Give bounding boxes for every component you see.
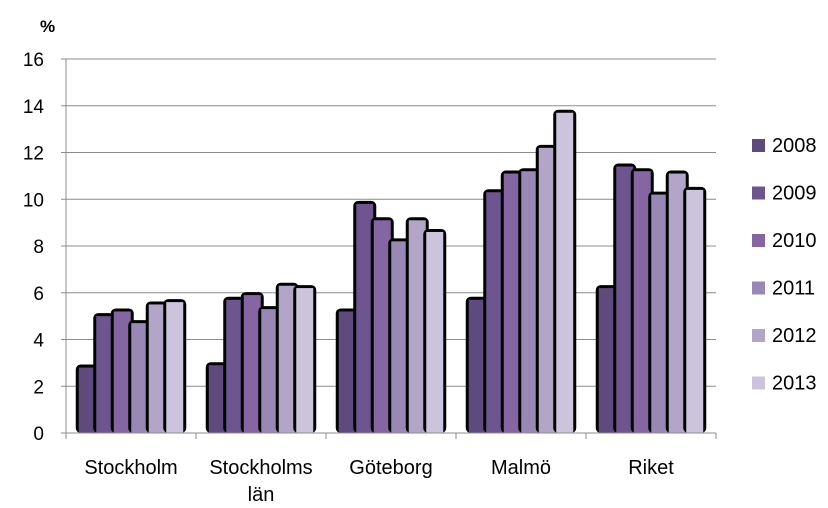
bar xyxy=(338,311,356,433)
bar xyxy=(226,299,244,433)
bar xyxy=(356,203,374,433)
bar xyxy=(538,147,556,433)
bar xyxy=(261,309,279,433)
bar xyxy=(503,173,521,433)
y-tick-label: 16 xyxy=(23,50,44,71)
category-label: Malmö xyxy=(491,457,551,479)
legend-swatch xyxy=(752,376,765,390)
bar xyxy=(278,285,296,433)
y-tick-label: 12 xyxy=(23,144,44,165)
category-label: Göteborg xyxy=(349,457,432,479)
bar xyxy=(616,166,634,433)
legend-label: 2010 xyxy=(772,230,817,252)
bar xyxy=(208,365,226,433)
bar xyxy=(633,171,651,433)
bar xyxy=(78,367,96,433)
bar xyxy=(131,323,149,433)
legend-swatch xyxy=(752,329,765,342)
bar xyxy=(668,173,686,433)
legend-label: 2009 xyxy=(772,183,817,205)
category-label: Stockholm xyxy=(84,457,177,479)
bar xyxy=(651,194,669,433)
category-label: län xyxy=(248,484,275,506)
category-labels: Stockholm Stockholms län Göteborg Malmö Riket xyxy=(84,457,674,506)
bar xyxy=(426,231,444,433)
y-tick-labels: 0 2 4 6 8 10 12 14 16 xyxy=(23,50,45,445)
legend-label: 2008 xyxy=(772,135,817,157)
legend-swatch xyxy=(752,186,765,200)
y-tick-label: 10 xyxy=(23,190,44,211)
y-tick-label: 4 xyxy=(33,331,44,352)
bar xyxy=(521,171,539,433)
bar xyxy=(598,288,616,433)
y-tick-label: 6 xyxy=(33,284,44,305)
bar xyxy=(556,112,574,433)
bar xyxy=(468,299,486,433)
legend-swatch xyxy=(752,139,765,152)
legend-label: 2012 xyxy=(772,325,817,347)
legend-swatch xyxy=(752,234,765,247)
bar xyxy=(373,220,391,433)
bar xyxy=(296,288,314,433)
category-label: Stockholms xyxy=(209,457,312,479)
bars xyxy=(75,109,707,433)
y-tick-label: 8 xyxy=(33,237,44,258)
bar xyxy=(408,220,426,433)
bar xyxy=(113,311,131,433)
bar xyxy=(148,304,166,433)
y-tick-label: 14 xyxy=(23,97,45,118)
legend-label: 2011 xyxy=(772,278,815,300)
bar xyxy=(96,316,114,433)
y-axis-unit-label: % xyxy=(40,17,55,36)
legend-swatch xyxy=(752,281,765,295)
category-label: Riket xyxy=(628,457,674,479)
bar xyxy=(166,302,184,433)
y-tick-label: 2 xyxy=(33,377,44,398)
axes xyxy=(65,59,717,439)
legend: 2008 2009 2010 2011 2012 2013 xyxy=(752,135,817,395)
legend-label: 2013 xyxy=(772,373,817,395)
bar xyxy=(686,189,704,433)
bar xyxy=(391,241,409,433)
bar xyxy=(243,295,261,433)
bar xyxy=(486,192,504,433)
y-tick-label: 0 xyxy=(33,424,44,445)
